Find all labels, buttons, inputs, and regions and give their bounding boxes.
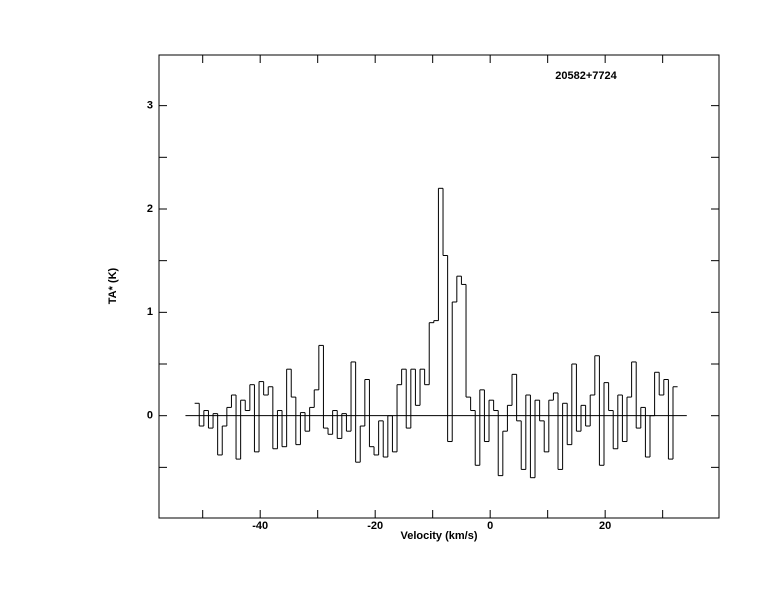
x-tick-label: 20 [599,520,611,532]
x-tick-label: 0 [487,520,493,532]
y-tick-label: 2 [147,203,153,215]
plot-frame [158,54,720,519]
y-tick-label: 0 [147,410,153,422]
x-tick-label: -20 [367,520,383,532]
y-tick-label: 1 [147,306,153,318]
x-axis-label: Velocity (km/s) [400,530,477,542]
chart-title: 20582+7724 [555,70,617,82]
y-axis-label: TA* (K) [107,267,119,304]
x-tick-label: -40 [252,520,268,532]
y-tick-label: 3 [147,100,153,112]
